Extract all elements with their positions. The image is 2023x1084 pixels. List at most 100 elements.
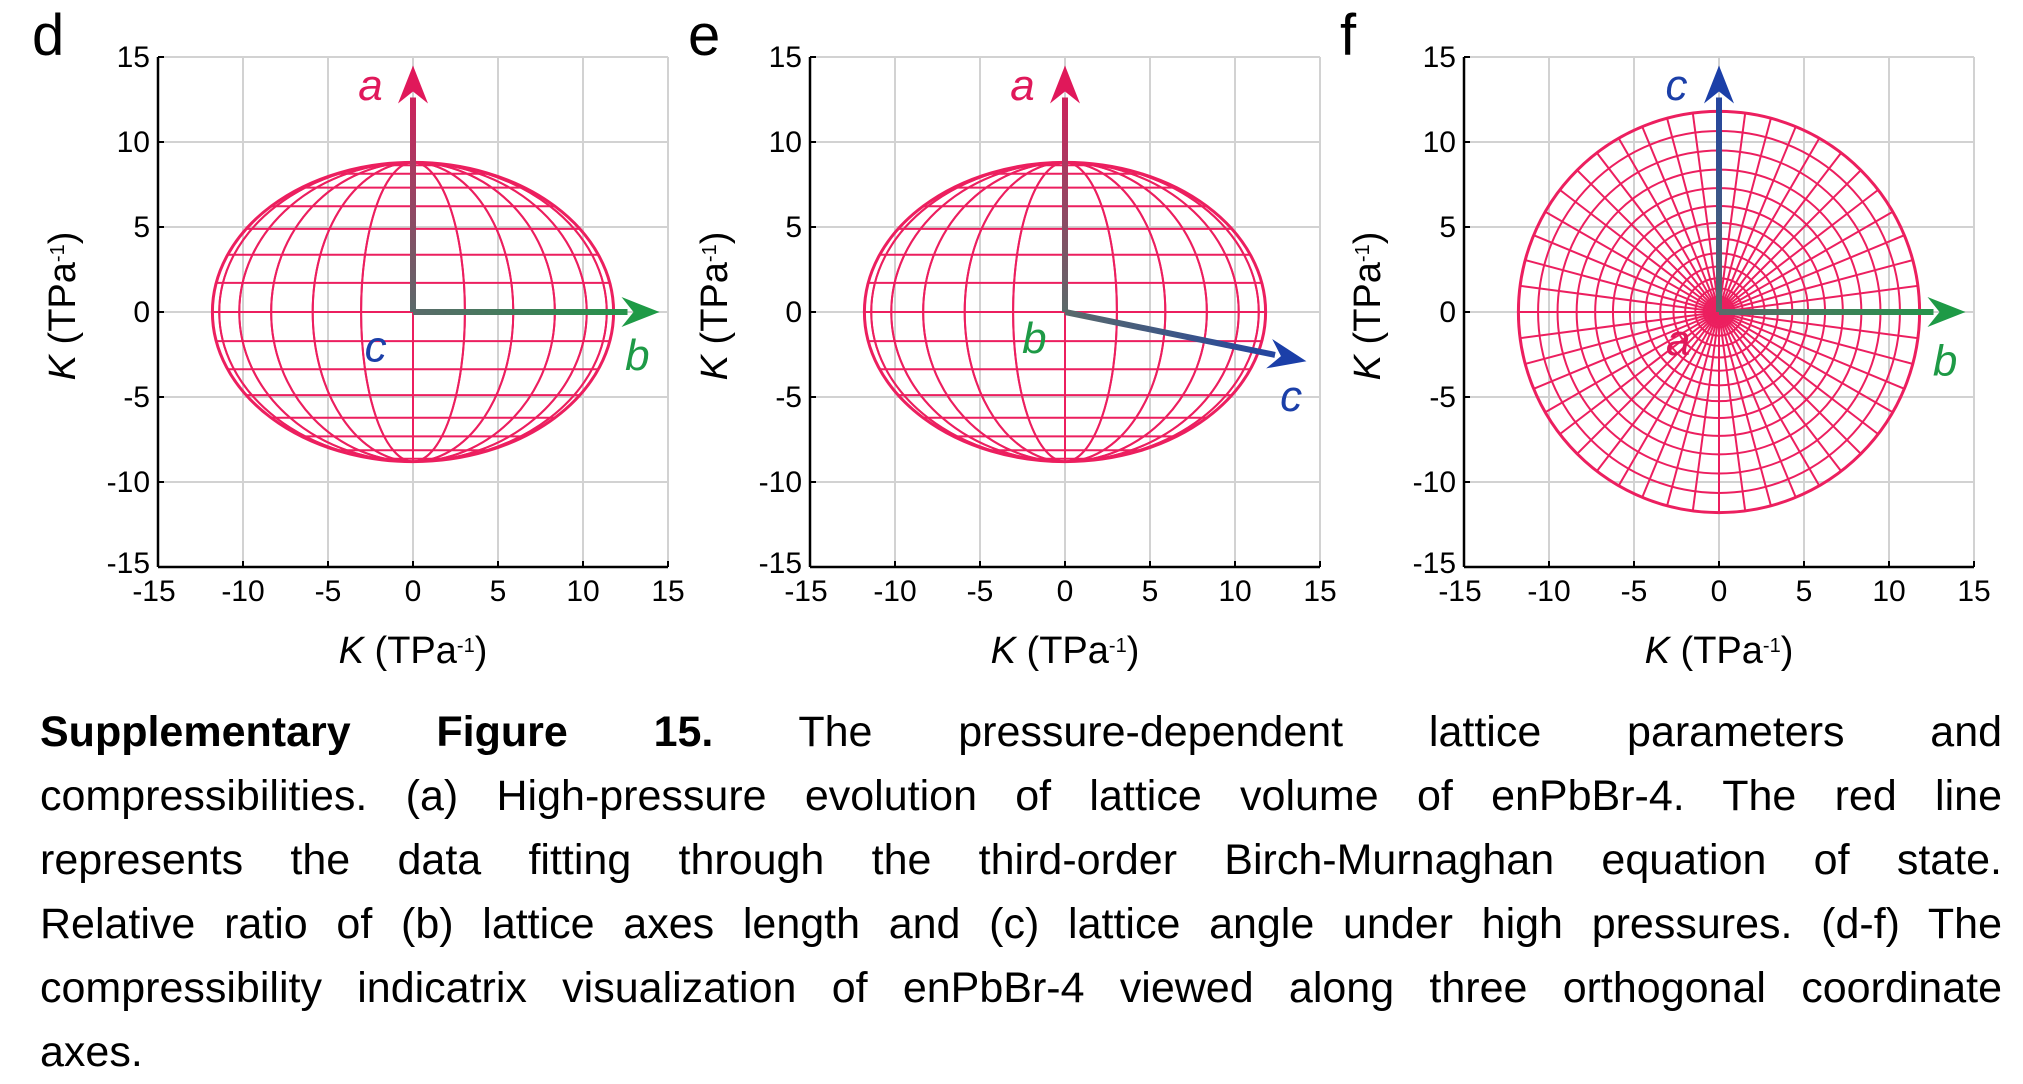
indicatrix-spoke — [1524, 311, 1720, 365]
y-axis-title-part: -1 — [47, 244, 69, 262]
y-axis-title-part: -1 — [699, 244, 721, 262]
y-tick-label: -10 — [107, 466, 150, 499]
caption-word: parameters — [1627, 708, 1845, 756]
figure-caption: Supplementary Figure 15. The pressure-de… — [40, 700, 2002, 1084]
y-tick-label: 10 — [769, 126, 802, 159]
indicatrix-spoke — [1666, 117, 1720, 313]
axis-letter-c: c — [1666, 61, 1688, 110]
y-tick-label: 5 — [1439, 211, 1456, 244]
y-tick-label: -15 — [759, 547, 802, 580]
indicatrix-spoke — [1718, 210, 1894, 313]
indicatrix-spoke — [1596, 311, 1720, 472]
vector-c-shaft — [1064, 309, 1276, 358]
indicatrix-spoke — [1718, 311, 1842, 472]
y-tick-label: 15 — [769, 41, 802, 74]
indicatrix-spoke — [1718, 152, 1842, 313]
y-tick-label: -5 — [123, 381, 150, 414]
y-axis-title-part: ) — [694, 232, 736, 245]
y-tick-label: 5 — [133, 211, 150, 244]
indicatrix-spoke — [1666, 311, 1720, 507]
vector-b-arrowhead — [1927, 297, 1966, 327]
axis-letter-c: c — [365, 323, 387, 372]
caption-line-4: Relative ratio of (b) lattice axes lengt… — [40, 900, 2002, 948]
caption-line-5: compressibility indicatrix visualization… — [40, 964, 2002, 1012]
vector-a-arrowhead — [398, 65, 428, 104]
caption-line-6: axes. — [40, 1028, 143, 1076]
x-tick-label: -10 — [221, 575, 264, 608]
indicatrix-spoke — [1533, 234, 1720, 313]
y-tick-label: 0 — [133, 296, 150, 329]
vector-c-arrowhead — [1704, 65, 1734, 104]
x-tick-label: 0 — [1057, 575, 1074, 608]
x-axis-title-part: -1 — [1763, 635, 1781, 657]
y-tick-label: -10 — [1413, 466, 1456, 499]
indicatrix-spoke — [1544, 210, 1720, 313]
y-axis-title-part: ) — [1347, 232, 1389, 245]
x-tick-label: 10 — [1872, 575, 1905, 608]
y-axis-title-part: (TPa — [1347, 261, 1389, 355]
x-axis-title-part: ) — [1127, 630, 1140, 672]
indicatrix-spoke — [1718, 284, 1919, 313]
y-tick-label: 0 — [1439, 296, 1456, 329]
indicatrix-spoke — [1718, 311, 1862, 455]
x-axis-title-part: ) — [475, 630, 488, 672]
y-tick-label: -15 — [107, 547, 150, 580]
y-axis-title-part: K — [694, 353, 736, 380]
indicatrix-spoke — [1718, 311, 1914, 365]
y-tick-label: -15 — [1413, 547, 1456, 580]
x-tick-label: -5 — [967, 575, 994, 608]
axis-letter-c: c — [1280, 372, 1302, 421]
panel-label: e — [688, 3, 720, 68]
x-axis-title-part: (TPa — [1016, 630, 1110, 672]
x-tick-label: 15 — [1303, 575, 1336, 608]
y-axis-title: K (TPa-1) — [42, 232, 84, 381]
y-axis-title-part: ) — [42, 232, 84, 245]
y-axis-title-part: (TPa — [694, 261, 736, 355]
axis-letter-b: b — [1022, 314, 1046, 363]
indicatrix-spoke — [1519, 284, 1720, 313]
indicatrix-spoke — [1718, 311, 1821, 487]
axis-letter-a: a — [1010, 61, 1034, 110]
indicatrix-spoke — [1533, 311, 1720, 390]
indicatrix-spoke — [1559, 311, 1720, 435]
x-tick-label: -5 — [1621, 575, 1648, 608]
y-tick-label: 10 — [117, 126, 150, 159]
caption-word: lattice — [1428, 708, 1542, 756]
indicatrix-spoke — [1718, 137, 1821, 313]
indicatrix-spoke — [1691, 112, 1720, 313]
x-axis-title-part: K — [339, 630, 366, 672]
x-tick-label: 0 — [1711, 575, 1728, 608]
indicatrix-spoke — [1544, 311, 1720, 414]
x-tick-label: 0 — [405, 575, 422, 608]
x-axis-title-part: -1 — [1109, 635, 1127, 657]
indicatrix-spoke — [1718, 311, 1879, 435]
x-tick-label: -15 — [784, 575, 827, 608]
indicatrix-spoke — [1641, 126, 1720, 313]
caption-word: and — [1930, 708, 2003, 756]
indicatrix-spoke — [1718, 117, 1772, 313]
indicatrix-spoke — [1718, 311, 1797, 498]
y-tick-label: -10 — [759, 466, 802, 499]
indicatrix-spoke — [1718, 311, 1905, 390]
x-tick-label: 5 — [490, 575, 507, 608]
y-tick-label: 5 — [785, 211, 802, 244]
y-axis-title: K (TPa-1) — [1347, 232, 1389, 381]
x-axis-title: K (TPa-1) — [991, 630, 1140, 672]
indicatrix-spoke — [1718, 311, 1772, 507]
x-tick-label: 10 — [1218, 575, 1251, 608]
y-axis-title: K (TPa-1) — [694, 232, 736, 381]
vector-b-arrowhead — [621, 297, 660, 327]
y-tick-label: -5 — [775, 381, 802, 414]
x-axis-title-part: K — [991, 630, 1018, 672]
indicatrix-spoke — [1718, 126, 1797, 313]
x-tick-label: -15 — [1438, 575, 1481, 608]
y-tick-label: -5 — [1429, 381, 1456, 414]
vector-c-arrowhead — [1266, 338, 1307, 369]
y-axis-title-part: K — [1347, 353, 1389, 380]
caption-word: The — [798, 708, 873, 756]
y-tick-label: 15 — [117, 41, 150, 74]
indicatrix-spoke — [1641, 311, 1720, 498]
x-tick-label: 15 — [651, 575, 684, 608]
